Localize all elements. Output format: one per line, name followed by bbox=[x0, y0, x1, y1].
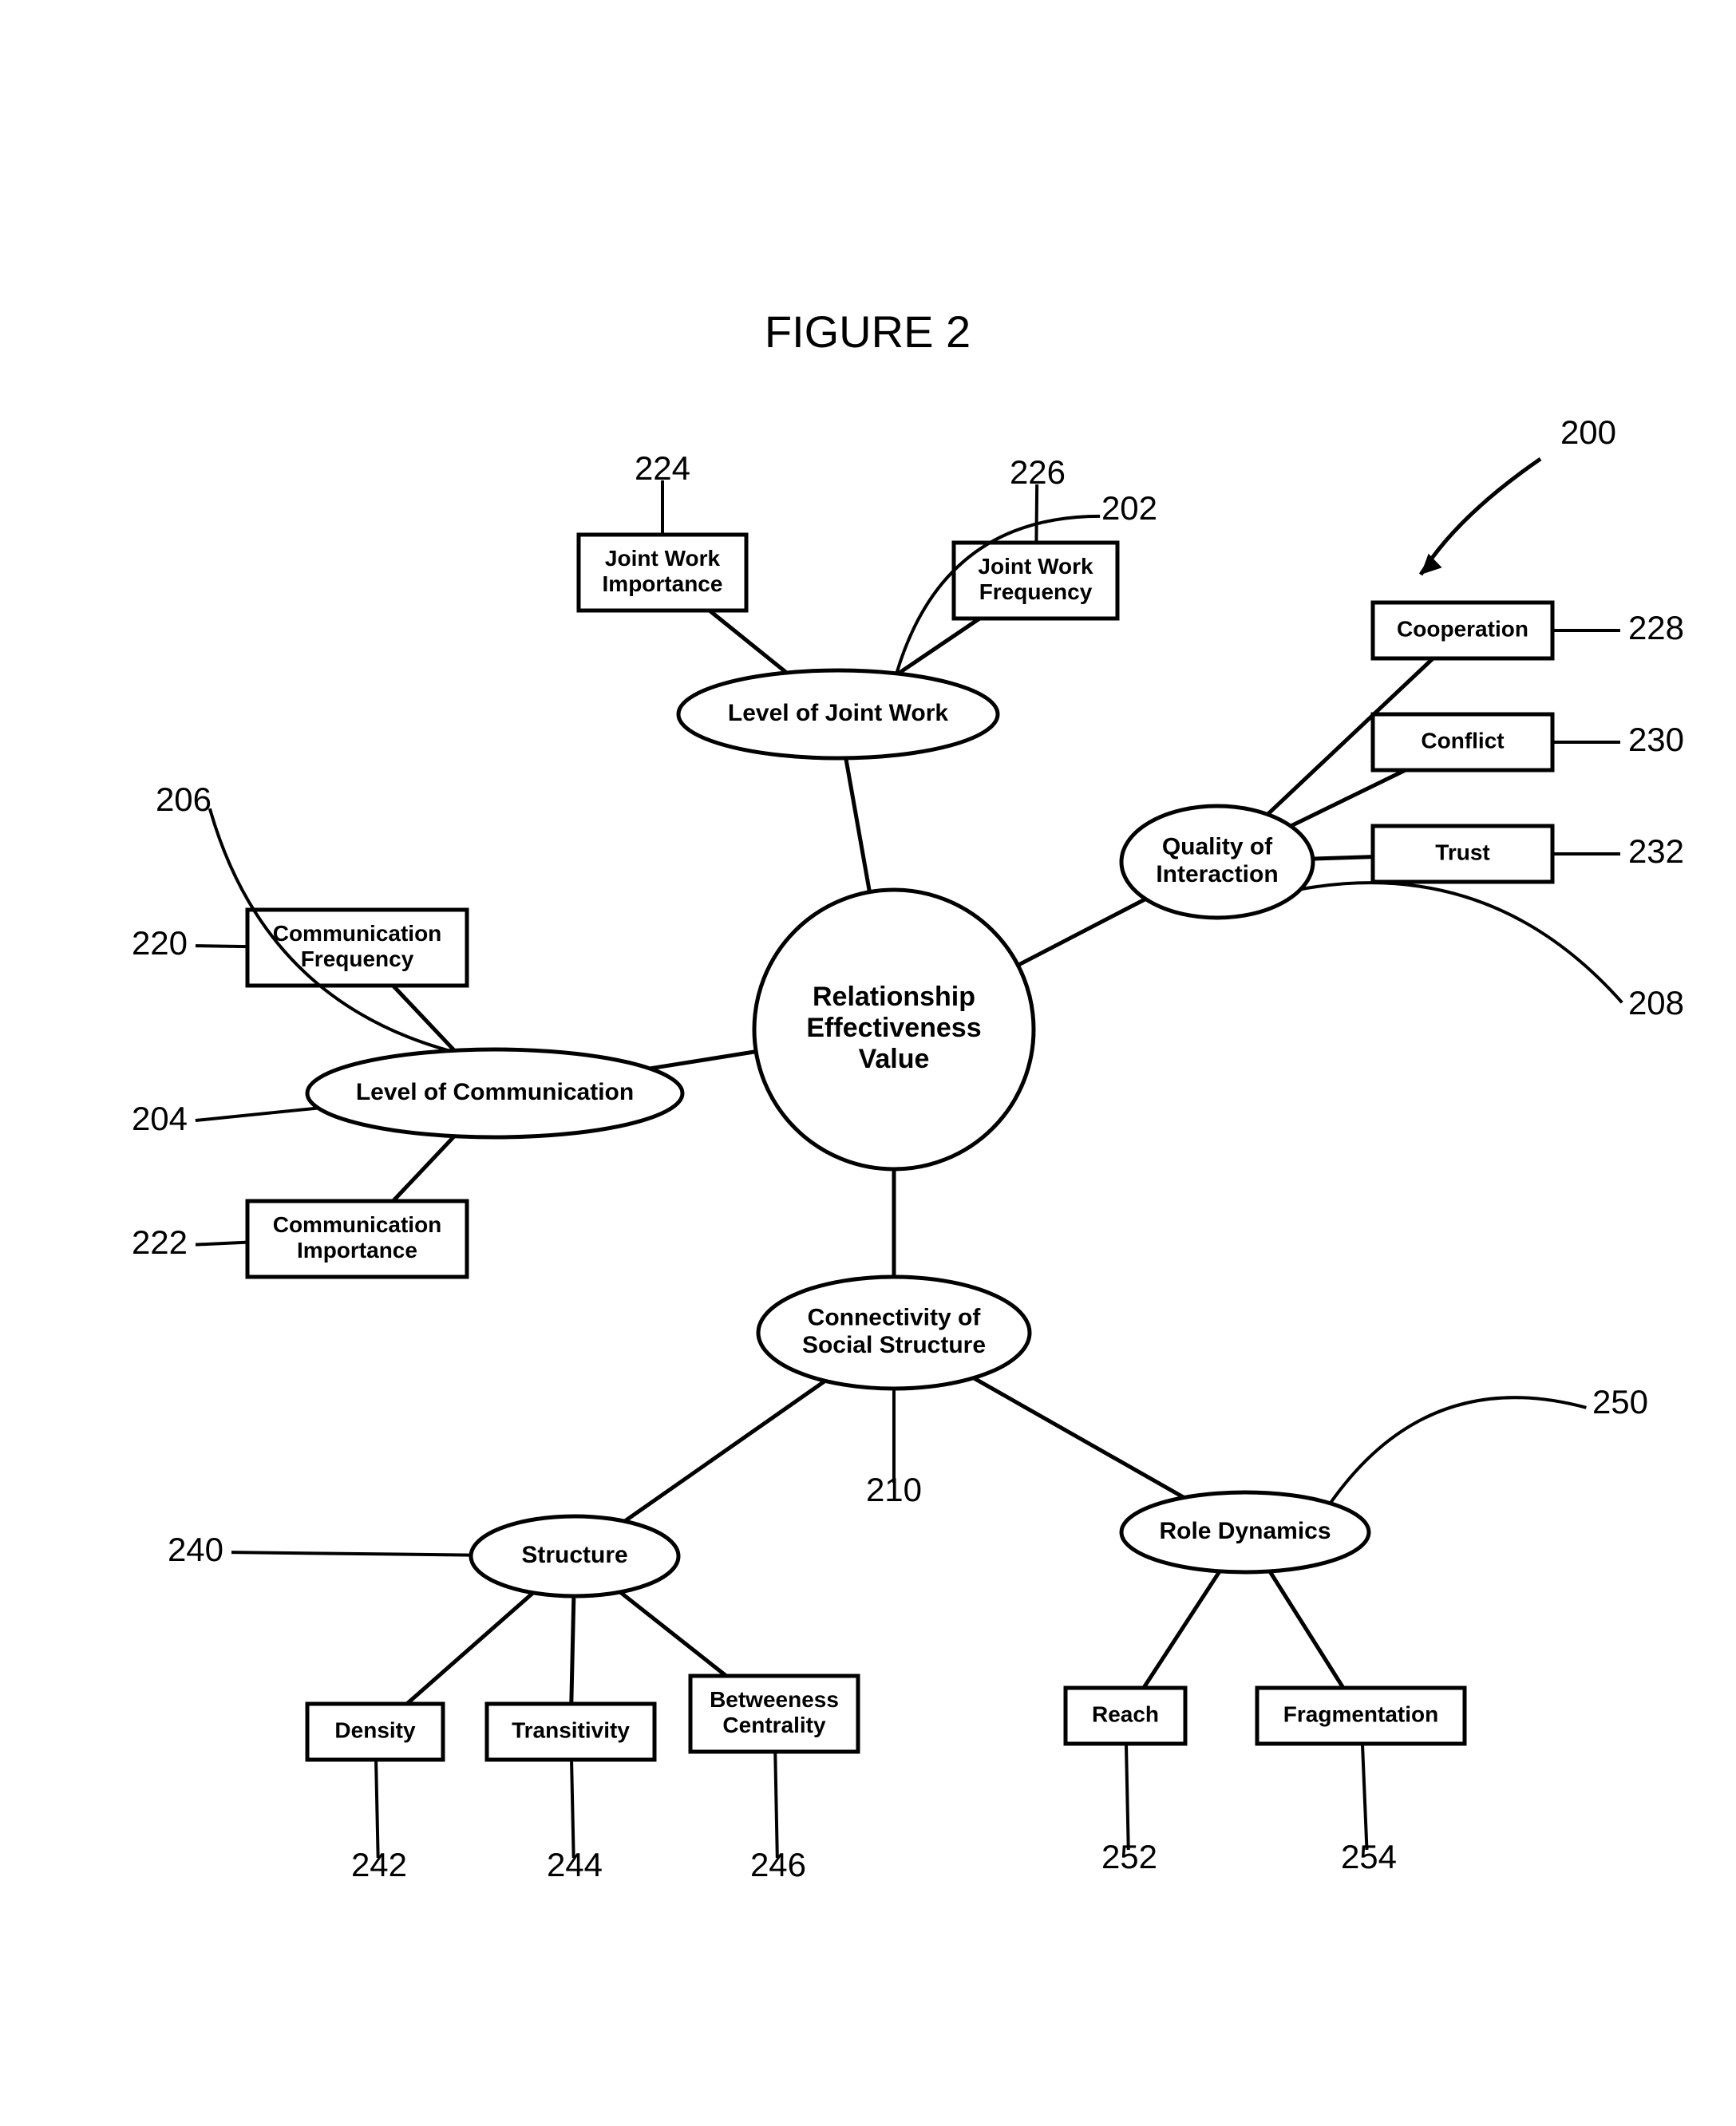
ref-num-226: 226 bbox=[1010, 453, 1066, 491]
svg-text:Frequency: Frequency bbox=[979, 579, 1093, 604]
svg-text:Density: Density bbox=[334, 1717, 416, 1742]
edge bbox=[407, 1593, 533, 1704]
svg-text:Conflict: Conflict bbox=[1421, 728, 1504, 753]
ref-num-250: 250 bbox=[1592, 1383, 1648, 1421]
ref-num-220: 220 bbox=[132, 924, 188, 962]
svg-text:Joint Work: Joint Work bbox=[978, 554, 1093, 579]
ref-leader-242 bbox=[376, 1760, 378, 1858]
ref-leader-222 bbox=[196, 1243, 247, 1245]
svg-text:Joint Work: Joint Work bbox=[605, 546, 721, 571]
svg-text:Transitivity: Transitivity bbox=[512, 1717, 630, 1742]
svg-text:Centrality: Centrality bbox=[722, 1713, 826, 1737]
ref-num-204: 204 bbox=[132, 1100, 188, 1137]
svg-text:Communication: Communication bbox=[273, 1212, 442, 1237]
svg-text:Relationship: Relationship bbox=[813, 982, 975, 1012]
svg-text:Connectivity of: Connectivity of bbox=[808, 1305, 982, 1331]
svg-text:Value: Value bbox=[859, 1044, 930, 1074]
svg-text:Importance: Importance bbox=[297, 1238, 417, 1263]
svg-text:Frequency: Frequency bbox=[301, 946, 414, 971]
edge bbox=[1270, 1571, 1343, 1688]
ref-num-206: 206 bbox=[156, 780, 212, 818]
ref-num-252: 252 bbox=[1101, 1838, 1157, 1875]
svg-text:Trust: Trust bbox=[1435, 840, 1489, 864]
ref-num-240: 240 bbox=[168, 1531, 223, 1568]
svg-text:Effectiveness: Effectiveness bbox=[806, 1013, 981, 1043]
svg-text:Quality of: Quality of bbox=[1162, 834, 1273, 860]
svg-text:Structure: Structure bbox=[521, 1542, 627, 1568]
svg-text:Fragmentation: Fragmentation bbox=[1283, 1701, 1438, 1726]
ref-leader-246 bbox=[775, 1752, 777, 1858]
arrow-200 bbox=[1421, 459, 1540, 575]
ref-leader-252 bbox=[1126, 1744, 1129, 1850]
edge bbox=[620, 1592, 726, 1676]
svg-text:Level of Joint Work: Level of Joint Work bbox=[728, 700, 948, 726]
ref-num-254: 254 bbox=[1341, 1838, 1397, 1875]
edge bbox=[898, 618, 979, 674]
ref-num-242: 242 bbox=[351, 1846, 407, 1883]
edge bbox=[393, 986, 454, 1050]
edge bbox=[1018, 899, 1145, 966]
edge bbox=[974, 1378, 1184, 1498]
ref-num-224: 224 bbox=[635, 449, 690, 487]
ref-leader-254 bbox=[1362, 1744, 1367, 1850]
ref-leader-226 bbox=[1036, 484, 1037, 543]
svg-text:Importance: Importance bbox=[603, 571, 723, 596]
figure-title: FIGURE 2 bbox=[765, 306, 971, 357]
svg-text:Level of Communication: Level of Communication bbox=[356, 1079, 634, 1105]
svg-text:Reach: Reach bbox=[1092, 1701, 1159, 1726]
ref-leader-250 bbox=[1331, 1397, 1587, 1504]
svg-text:Cooperation: Cooperation bbox=[1397, 616, 1528, 641]
edge bbox=[846, 758, 870, 892]
edge bbox=[1144, 1571, 1220, 1688]
ref-num-202: 202 bbox=[1101, 489, 1157, 527]
svg-text:Betweeness: Betweeness bbox=[710, 1687, 839, 1712]
figure-diagram: RelationshipEffectivenessValue Level of J… bbox=[0, 0, 1736, 2126]
ref-num-228: 228 bbox=[1628, 609, 1684, 646]
ref-num-222: 222 bbox=[132, 1223, 188, 1261]
svg-text:Communication: Communication bbox=[273, 921, 442, 946]
svg-text:Social Structure: Social Structure bbox=[802, 1332, 986, 1358]
ref-num-246: 246 bbox=[750, 1846, 806, 1883]
ref-num-200: 200 bbox=[1560, 413, 1616, 451]
edge bbox=[571, 1596, 574, 1704]
edge bbox=[710, 611, 787, 673]
edge bbox=[393, 1136, 454, 1201]
ref-leader-240 bbox=[231, 1552, 471, 1555]
ref-num-232: 232 bbox=[1628, 832, 1684, 870]
ref-num-208: 208 bbox=[1628, 984, 1684, 1022]
svg-text:Interaction: Interaction bbox=[1156, 861, 1278, 887]
ref-num-210: 210 bbox=[866, 1471, 922, 1508]
ref-num-230: 230 bbox=[1628, 721, 1684, 758]
ref-leader-208 bbox=[1301, 883, 1623, 1002]
svg-text:Role Dynamics: Role Dynamics bbox=[1159, 1518, 1331, 1544]
edge bbox=[650, 1052, 756, 1069]
edge bbox=[1313, 857, 1373, 859]
edge bbox=[625, 1381, 825, 1521]
ref-leader-204 bbox=[196, 1108, 318, 1120]
ref-leader-244 bbox=[571, 1760, 574, 1858]
arrow-200-head bbox=[1421, 554, 1442, 575]
ref-num-244: 244 bbox=[547, 1846, 603, 1883]
